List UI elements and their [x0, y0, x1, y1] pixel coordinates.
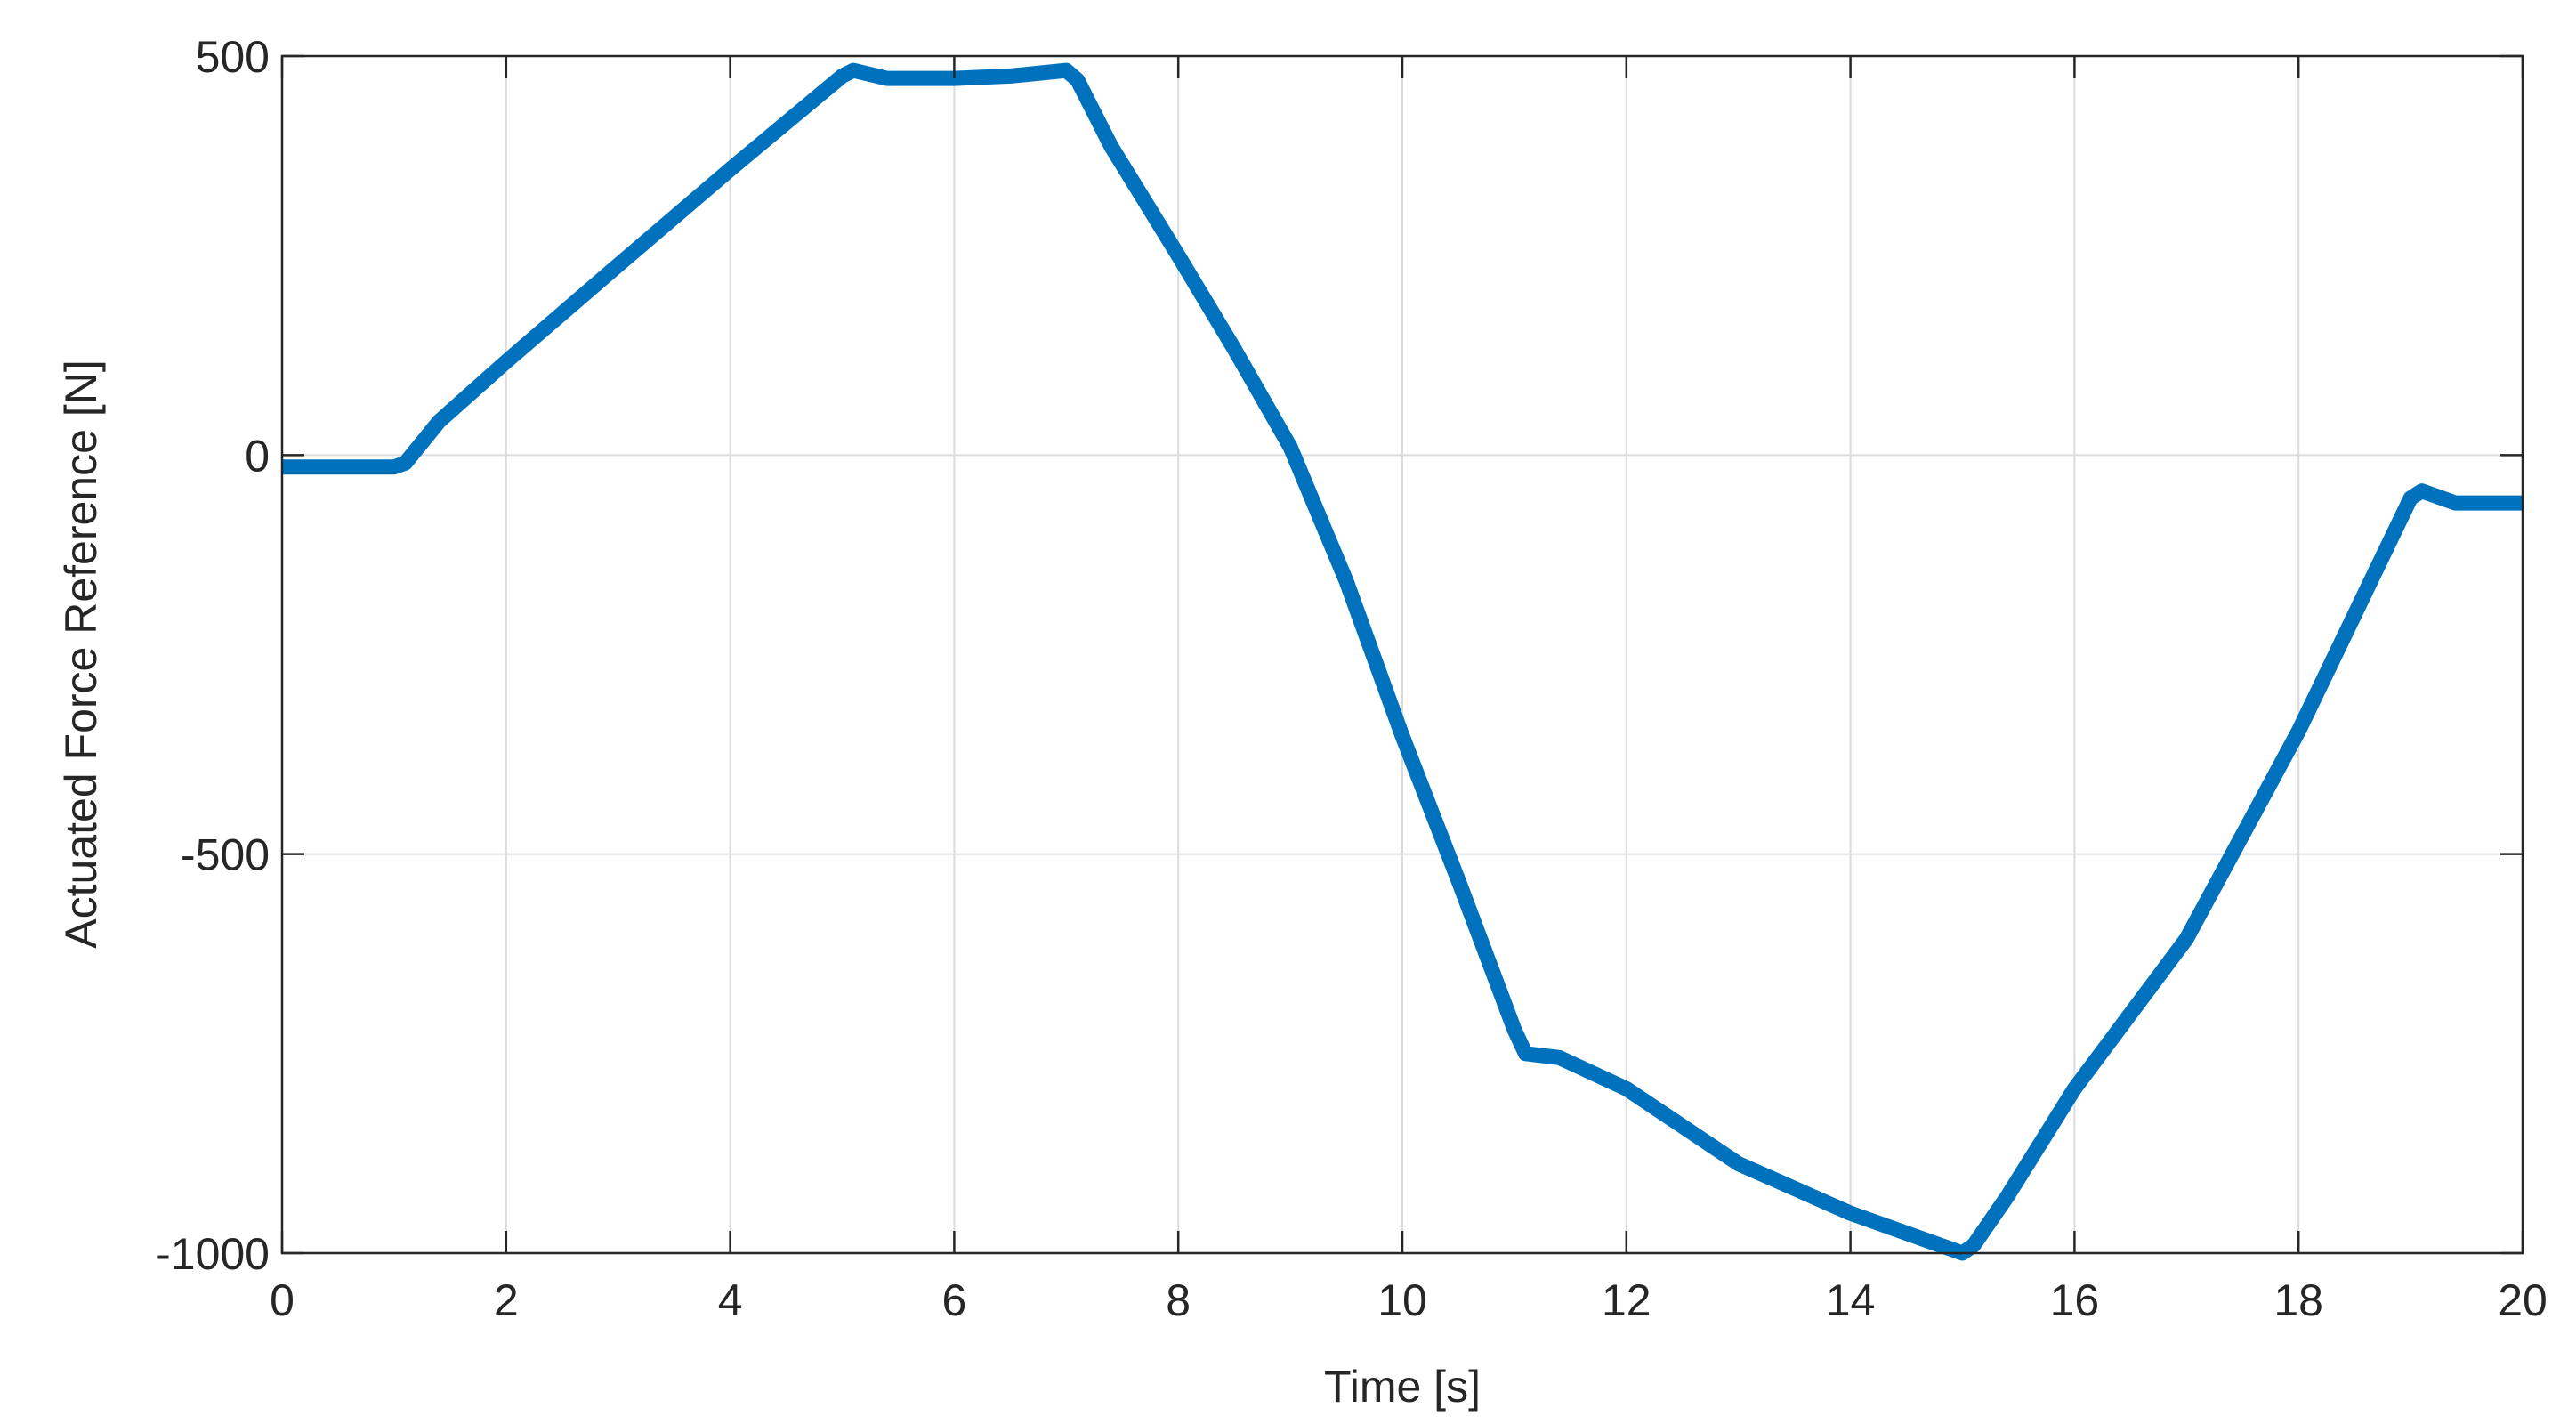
x-tick-label: 16 — [2050, 1275, 2100, 1325]
x-tick-label: 8 — [1166, 1275, 1191, 1325]
x-tick-label: 4 — [718, 1275, 743, 1325]
y-tick-label: 500 — [196, 32, 270, 82]
grid — [281, 55, 2524, 1254]
x-tick-label: 10 — [1377, 1275, 1427, 1325]
y-axis-label: Actuated Force Reference [N] — [56, 360, 106, 948]
x-tick-label: 12 — [1602, 1275, 1651, 1325]
data-line — [282, 62, 2523, 1261]
plot-area — [282, 62, 2523, 1261]
x-tick-label: 0 — [270, 1275, 295, 1325]
x-tick-label: 18 — [2273, 1275, 2323, 1325]
x-tick-label: 2 — [494, 1275, 519, 1325]
y-tick-label: 0 — [245, 431, 270, 481]
x-tick-label: 20 — [2498, 1275, 2548, 1325]
x-axis-label: Time [s] — [1324, 1362, 1481, 1412]
x-tick-label: 14 — [1826, 1275, 1876, 1325]
x-tick-label: 6 — [941, 1275, 966, 1325]
y-tick-label: -500 — [181, 830, 270, 880]
y-tick-label: -1000 — [156, 1229, 270, 1279]
